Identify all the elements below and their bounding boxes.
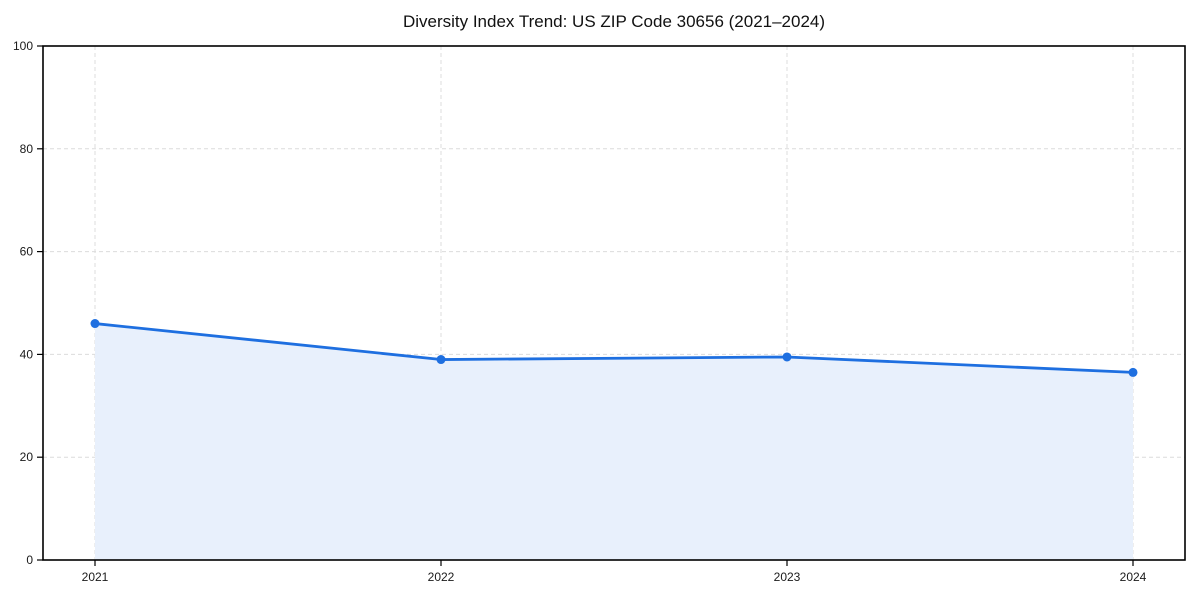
x-tick-label: 2024 xyxy=(1120,570,1147,584)
x-tick-label: 2021 xyxy=(82,570,109,584)
y-tick-label: 80 xyxy=(20,142,34,156)
data-point-marker xyxy=(1128,367,1138,377)
y-tick-label: 60 xyxy=(20,245,34,259)
y-tick-label: 40 xyxy=(20,347,34,361)
data-point-marker xyxy=(436,355,446,365)
plot-border xyxy=(42,45,1186,561)
area-fill xyxy=(95,323,1133,560)
y-tick-label: 0 xyxy=(26,553,33,567)
x-tick-label: 2022 xyxy=(428,570,455,584)
chart-title: Diversity Index Trend: US ZIP Code 30656… xyxy=(402,12,826,31)
y-tick-label: 20 xyxy=(20,450,34,464)
trend-line xyxy=(93,322,1135,374)
y-tick-label: 100 xyxy=(13,39,33,53)
x-tick-label: 2023 xyxy=(774,570,801,584)
data-point-marker xyxy=(90,319,100,329)
data-point-marker xyxy=(782,352,792,362)
